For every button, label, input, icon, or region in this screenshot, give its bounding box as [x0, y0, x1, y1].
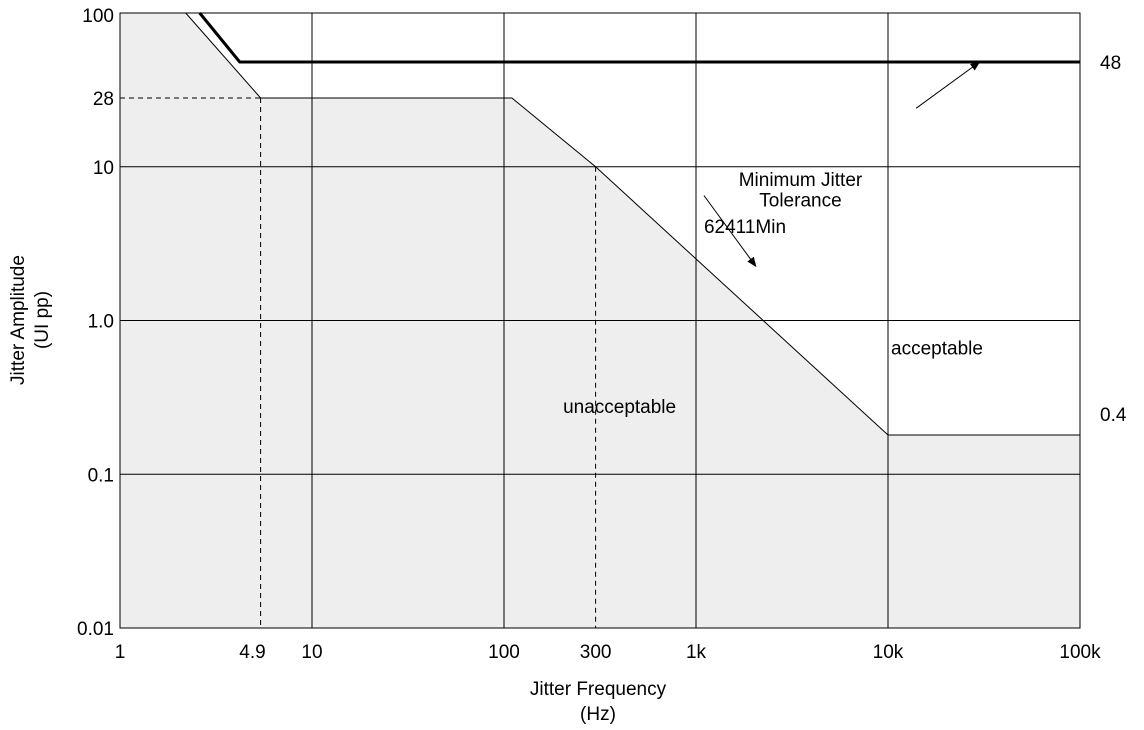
y-tick-label: 1.0 [88, 312, 114, 333]
anno-min-1: Minimum Jitter [739, 170, 863, 191]
y-tick-label: 28 [93, 89, 114, 110]
anno-min-2: Tolerance [759, 191, 841, 212]
series-line-minimum-jitter-tolerance [198, 12, 1080, 64]
x-axis-title-line-2: (Hz) [580, 704, 616, 725]
annotation-arrow-62411min [703, 195, 757, 268]
anno-unaccept: unacceptable [563, 397, 676, 418]
right-value-label: 0.4 [1100, 405, 1127, 426]
x-tick-label: 1 [115, 642, 126, 663]
x-axis-title-line-1: Jitter Frequency [530, 679, 667, 700]
x-tick-label: 10 [301, 642, 322, 663]
x-tick-label: 300 [580, 642, 612, 663]
x-tick-label: 10k [873, 642, 904, 663]
y-axis-title-line-1: Jitter Amplitude [8, 255, 29, 385]
x-tick-label: 100k [1059, 642, 1101, 663]
y-axis-title-line-2: (UI pp) [32, 291, 53, 349]
series-line-62411min [185, 12, 1080, 436]
plot-frame [119, 12, 1081, 629]
anno-accept: acceptable [891, 339, 983, 360]
y-tick-label: 0.1 [88, 465, 114, 486]
y-tick-label: 0.01 [77, 619, 114, 640]
annotation-arrow-minimum-jitter-tolerance [915, 61, 981, 109]
y-tick-label: 10 [93, 158, 114, 179]
x-tick-label: 100 [488, 642, 520, 663]
x-tick-label: 4.9 [239, 642, 265, 663]
y-tick-label: 100 [82, 6, 114, 27]
right-value-label: 48 [1100, 53, 1121, 74]
anno-62411: 62411Min [704, 217, 786, 238]
x-tick-label: 1k [686, 642, 707, 663]
